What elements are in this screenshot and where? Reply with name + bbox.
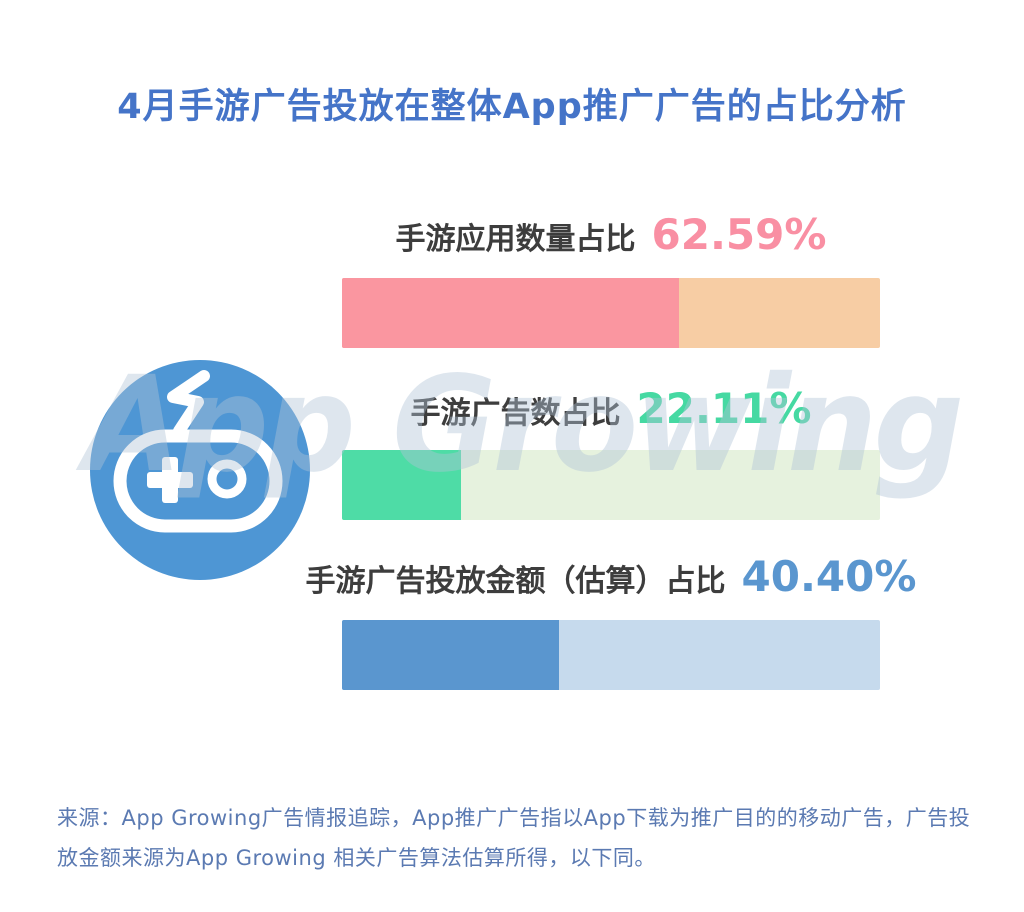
bar-2-fill	[342, 450, 461, 520]
bar-row-1-label-group: 手游应用数量占比 62.59%	[342, 210, 880, 270]
bar-1-label: 手游应用数量占比	[395, 222, 636, 257]
gamepad-button-icon	[207, 459, 247, 499]
gamepad-body-icon	[113, 429, 283, 533]
page-title: 4月手游广告投放在整体App推广广告的占比分析	[117, 87, 907, 127]
app-growing-logo	[90, 360, 310, 580]
bar-1-value: 62.59%	[651, 210, 827, 259]
bar-row-3-label-group: 手游广告投放金额（估算）占比 40.40%	[306, 552, 917, 612]
bar-1-track	[342, 278, 880, 348]
bar-3-value: 40.40%	[741, 552, 917, 601]
bar-row-2-label-group: 手游广告数占比 22.11%	[342, 384, 880, 444]
gamepad-dpad-icon-vertical	[162, 457, 178, 503]
bar-1-fill	[342, 278, 679, 348]
source-note: 来源：App Growing广告情报追踪，App推广广告指以App下载为推广目的…	[57, 806, 971, 870]
bar-3-track	[342, 620, 880, 690]
bar-3-label: 手游广告投放金额（估算）占比	[305, 564, 726, 599]
bar-3-fill	[342, 620, 560, 690]
bar-2-value: 22.11%	[636, 384, 812, 433]
bar-2-label: 手游广告数占比	[410, 396, 621, 431]
lightning-antenna-icon	[167, 370, 210, 437]
bar-2-track	[342, 450, 880, 520]
